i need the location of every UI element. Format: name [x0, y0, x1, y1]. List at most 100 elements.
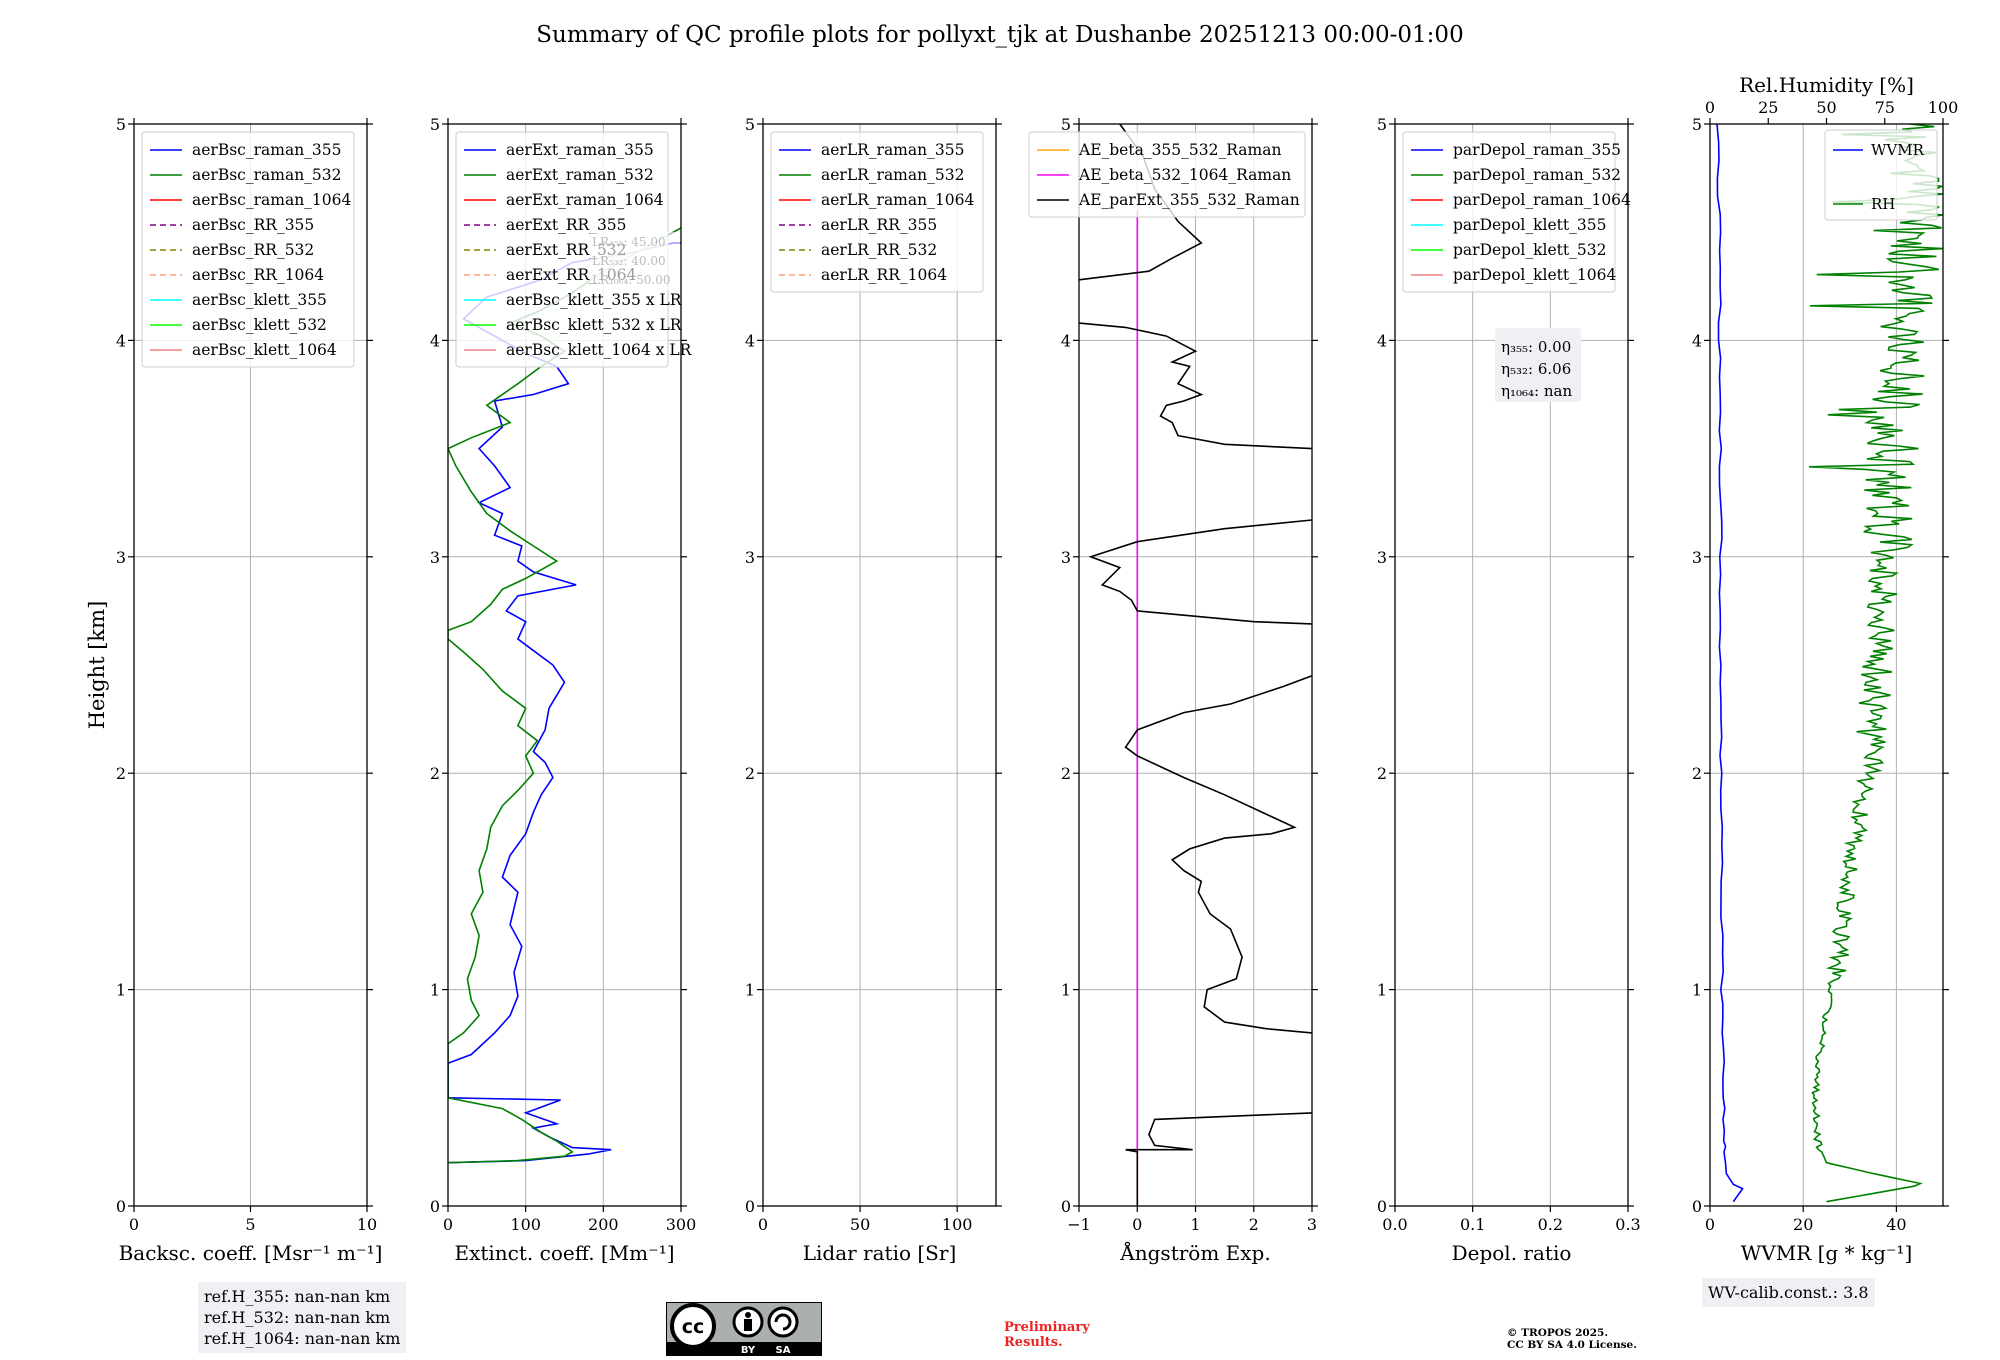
legend-entry-depol: parDepol_klett_1064	[1453, 266, 1616, 284]
ytick-label-ae: 1	[1061, 981, 1071, 1000]
axes-frame-ext	[447, 123, 682, 1207]
lr-value-2: LR₁₀₆₄: 50.00	[592, 273, 670, 287]
ytick-label-ae: 2	[1061, 764, 1071, 783]
copyright-line-1: © TROPOS 2025.	[1507, 1327, 1609, 1339]
xlabel-lr: Lidar ratio [Sr]	[803, 1241, 957, 1265]
by-label: BY	[741, 1345, 756, 1356]
sa-label: SA	[776, 1345, 791, 1356]
legend-entry-ext: aerExt_raman_532	[506, 166, 654, 184]
series-aerExt_raman_355	[448, 242, 681, 1164]
ytick-label-bsc: 5	[116, 115, 126, 134]
lr-value-0: LR₃₅₅: 45.00	[592, 235, 666, 249]
series-aerExt_raman_532	[448, 227, 681, 1164]
top-xtick-label-wv: 100	[1928, 98, 1959, 117]
xtick-label-ae: 2	[1249, 1215, 1259, 1234]
copyright-note: © TROPOS 2025. CC BY SA 4.0 License.	[1507, 1327, 1637, 1351]
ytick-label-bsc: 2	[116, 764, 126, 783]
panel-lr: 0 50 100 0 1 2 3 4 5 Lidar ratio [Sr] aerLR_raman_…	[745, 115, 1002, 1265]
legend-entry-ext: aerBsc_klett_1064 x LR	[506, 341, 693, 359]
series-AE_parExt_355_532_Raman_b	[1124, 675, 1312, 1034]
legend-entry-ext: aerExt_raman_1064	[506, 191, 664, 209]
lr-value-1: LR₅₃₂: 40.00	[592, 254, 666, 268]
top-xtick-label-wv: 25	[1758, 98, 1778, 117]
xtick-label-depol: 0.2	[1538, 1215, 1563, 1234]
xtick-label-wv: 40	[1886, 1215, 1906, 1234]
eta-value-2: η₁₀₆₄: nan	[1501, 382, 1572, 400]
top-xtick-label-wv: 75	[1875, 98, 1895, 117]
xtick-label-ae: 3	[1307, 1215, 1317, 1234]
xlabel-depol: Depol. ratio	[1452, 1241, 1572, 1265]
xtick-label-lr: 50	[850, 1215, 870, 1234]
legend-bsc: aerBsc_raman_355 aerBsc_raman_532 aerBsc_r…	[141, 131, 355, 368]
reference-height-box: ref.H_355: nan-nan km ref.H_532: nan-nan…	[198, 1282, 407, 1353]
ytick-label-bsc: 4	[116, 331, 126, 350]
xlabel-ae: Ångström Exp.	[1119, 1240, 1270, 1265]
wv-calib-constant: WV-calib.const.: 3.8	[1708, 1283, 1869, 1302]
ytick-label-ae: 0	[1061, 1197, 1071, 1216]
xtick-label-ae: −1	[1067, 1215, 1091, 1234]
legend-depol: parDepol_raman_355 parDepol_raman_532 parD…	[1402, 131, 1631, 293]
legend-entry-ae: AE_parExt_355_532_Raman	[1078, 191, 1300, 209]
series-wvmr	[1716, 124, 1744, 1203]
xtick-label-bsc: 0	[129, 1215, 139, 1234]
eta-value-0: η₃₅₅: 0.00	[1501, 338, 1571, 356]
ytick-label-bsc: 3	[116, 548, 126, 567]
ytick-label-depol: 2	[1377, 764, 1387, 783]
legend-entry-ext: aerBsc_klett_532 x LR	[506, 316, 683, 334]
legend-entry-bsc: aerBsc_klett_532	[192, 316, 327, 334]
preliminary-note: Preliminary Results.	[1004, 1320, 1090, 1350]
legend-entry-depol: parDepol_raman_1064	[1453, 191, 1631, 209]
legend-entry-lr: aerLR_raman_1064	[821, 191, 974, 209]
axes-frame-depol	[1394, 123, 1629, 1207]
ytick-label-ext: 1	[430, 981, 440, 1000]
ref-height-355: ref.H_355: nan-nan km	[204, 1287, 391, 1306]
ytick-label-lr: 3	[745, 548, 755, 567]
legend-entry-bsc: aerBsc_RR_532	[192, 241, 314, 259]
ytick-label-ext: 4	[430, 331, 440, 350]
legend-entry-lr: aerLR_RR_532	[821, 241, 937, 259]
xtick-label-wv: 0	[1705, 1215, 1715, 1234]
cc-by-sa-badge: cc BY SA	[666, 1302, 822, 1356]
xtick-label-ae: 0	[1132, 1215, 1142, 1234]
cc-logo-text: cc	[682, 1316, 705, 1338]
xtick-label-ae: 1	[1190, 1215, 1200, 1234]
series-AE_parExt_355_532_Raman_a	[1125, 1112, 1312, 1206]
ytick-label-wv: 2	[1692, 764, 1702, 783]
xtick-label-lr: 0	[758, 1215, 768, 1234]
legend-lr: aerLR_raman_355 aerLR_raman_532 aerLR_rama…	[770, 131, 984, 293]
xtick-label-ext: 200	[588, 1215, 619, 1234]
legend-entry-lr: aerLR_raman_355	[821, 141, 964, 159]
ytick-label-bsc: 0	[116, 1197, 126, 1216]
ytick-label-lr: 5	[745, 115, 755, 134]
legend-entry-ext: aerExt_RR_355	[506, 216, 627, 234]
eta-value-1: η₅₃₂: 6.06	[1501, 360, 1571, 378]
ytick-label-ae: 3	[1061, 548, 1071, 567]
ref-height-1064: ref.H_1064: nan-nan km	[204, 1329, 401, 1348]
ytick-label-depol: 3	[1377, 548, 1387, 567]
legend-entry-wv: RH	[1871, 195, 1895, 213]
legend-entry-depol: parDepol_klett_355	[1453, 216, 1606, 234]
copyright-line-2: CC BY SA 4.0 License.	[1507, 1339, 1637, 1351]
preliminary-line-1: Preliminary	[1004, 1320, 1090, 1335]
ytick-label-ext: 2	[430, 764, 440, 783]
legend-entry-bsc: aerBsc_RR_355	[192, 216, 314, 234]
ytick-label-lr: 1	[745, 981, 755, 1000]
preliminary-line-2: Results.	[1004, 1335, 1063, 1350]
xtick-label-bsc: 5	[245, 1215, 255, 1234]
cc-logo-icon	[670, 1303, 716, 1349]
legend-entry-lr: aerLR_RR_1064	[821, 266, 947, 284]
legend-entry-depol: parDepol_klett_532	[1453, 241, 1606, 259]
ytick-label-ae: 4	[1061, 331, 1071, 350]
figure-title: Summary of QC profile plots for pollyxt_…	[536, 22, 1464, 48]
sa-share-icon	[767, 1306, 799, 1338]
legend-entry-wv: WVMR	[1871, 141, 1925, 159]
xtick-label-wv: 20	[1793, 1215, 1813, 1234]
series-AE_parExt_355_532_Raman_c	[1088, 519, 1312, 625]
ytick-label-ext: 5	[430, 115, 440, 134]
legend-entry-ext: aerExt_raman_355	[506, 141, 654, 159]
top-xtick-label-wv: 50	[1816, 98, 1836, 117]
panel-bsc: 0 5 10 0 1 2 3 4 5 Backsc. coeff. [Msr⁻¹ m⁻¹] aerB…	[116, 115, 383, 1265]
